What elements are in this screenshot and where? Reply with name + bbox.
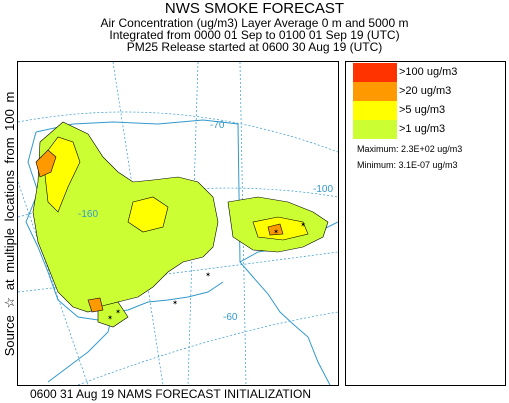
source-marker: ✶	[172, 299, 178, 307]
graticule-labels: -70 -160 -100 -60	[78, 120, 333, 323]
legend-label: >100 ug/m3	[399, 66, 458, 78]
alaska-west-coast	[25, 131, 224, 321]
source-marker: ✶	[115, 308, 121, 316]
maximum-value: Maximum: 2.3E+02 ug/m3	[357, 144, 463, 154]
integration-period: Integrated from 0000 01 Sep to 0100 01 S…	[109, 28, 400, 42]
graticule-label: -100	[313, 184, 333, 195]
graticule-label: -60	[223, 312, 238, 323]
legend-swatch	[353, 120, 397, 139]
concentration-subtitle: Air Concentration (ug/m3) Layer Average …	[100, 16, 409, 30]
plume-orange-west	[35, 149, 57, 178]
legend-label: >5 ug/m3	[399, 104, 446, 116]
legend-label: >20 ug/m3	[399, 85, 452, 97]
smoke-map-canvas: ✶ ✶ ✶ ✶ ✶ ✶ -70 -160 -100 -60	[18, 62, 338, 385]
legend-item: >1 ug/m3	[353, 120, 503, 139]
plume-main-light-green	[32, 121, 219, 313]
legend-item: >100 ug/m3	[353, 63, 503, 82]
legend-swatch	[353, 101, 397, 120]
plume-south-light-green	[97, 301, 129, 328]
graticule-line	[77, 311, 338, 385]
legend-swatch	[353, 63, 397, 82]
source-marker: ✶	[300, 221, 306, 229]
source-marker: ✶	[107, 314, 113, 322]
plume-greater-than-20	[35, 149, 284, 313]
plume-orange-east	[267, 223, 284, 236]
legend-panel: >100 ug/m3 >20 ug/m3 >5 ug/m3 >1 ug/m3 M…	[345, 61, 506, 386]
graticule-label: -70	[210, 120, 225, 131]
legend-label: >1 ug/m3	[399, 123, 446, 135]
graticule-line	[112, 62, 164, 385]
smoke-map[interactable]: ✶ ✶ ✶ ✶ ✶ ✶ -70 -160 -100 -60	[17, 61, 339, 386]
plume-yellow-center	[127, 196, 169, 233]
forecast-title: NWS SMOKE FORECAST	[164, 0, 345, 17]
plume-greater-than-5	[42, 136, 309, 241]
legend-item: >20 ug/m3	[353, 82, 503, 101]
legend-item: >5 ug/m3	[353, 101, 503, 120]
legend-swatch	[353, 82, 397, 101]
source-marker: ✶	[273, 228, 279, 236]
alaska-coast	[35, 119, 331, 385]
minimum-value: Minimum: 3.1E-07 ug/m3	[357, 160, 458, 170]
plume-orange-south	[87, 297, 104, 313]
source-side-label: Source ☆ at multiple locations from 100 …	[2, 61, 18, 387]
source-marker: ✶	[205, 271, 211, 279]
release-start: PM25 Release started at 0600 30 Aug 19 (…	[126, 40, 383, 54]
source-label-text: Source ☆ at multiple locations from 100 …	[2, 91, 17, 357]
graticule-label: -160	[78, 209, 98, 220]
source-markers: ✶ ✶ ✶ ✶ ✶ ✶	[107, 221, 306, 322]
graticule-line	[18, 111, 338, 153]
forecast-initialization: 0600 31 Aug 19 NAMS FORECAST INITIALIZAT…	[30, 387, 311, 401]
